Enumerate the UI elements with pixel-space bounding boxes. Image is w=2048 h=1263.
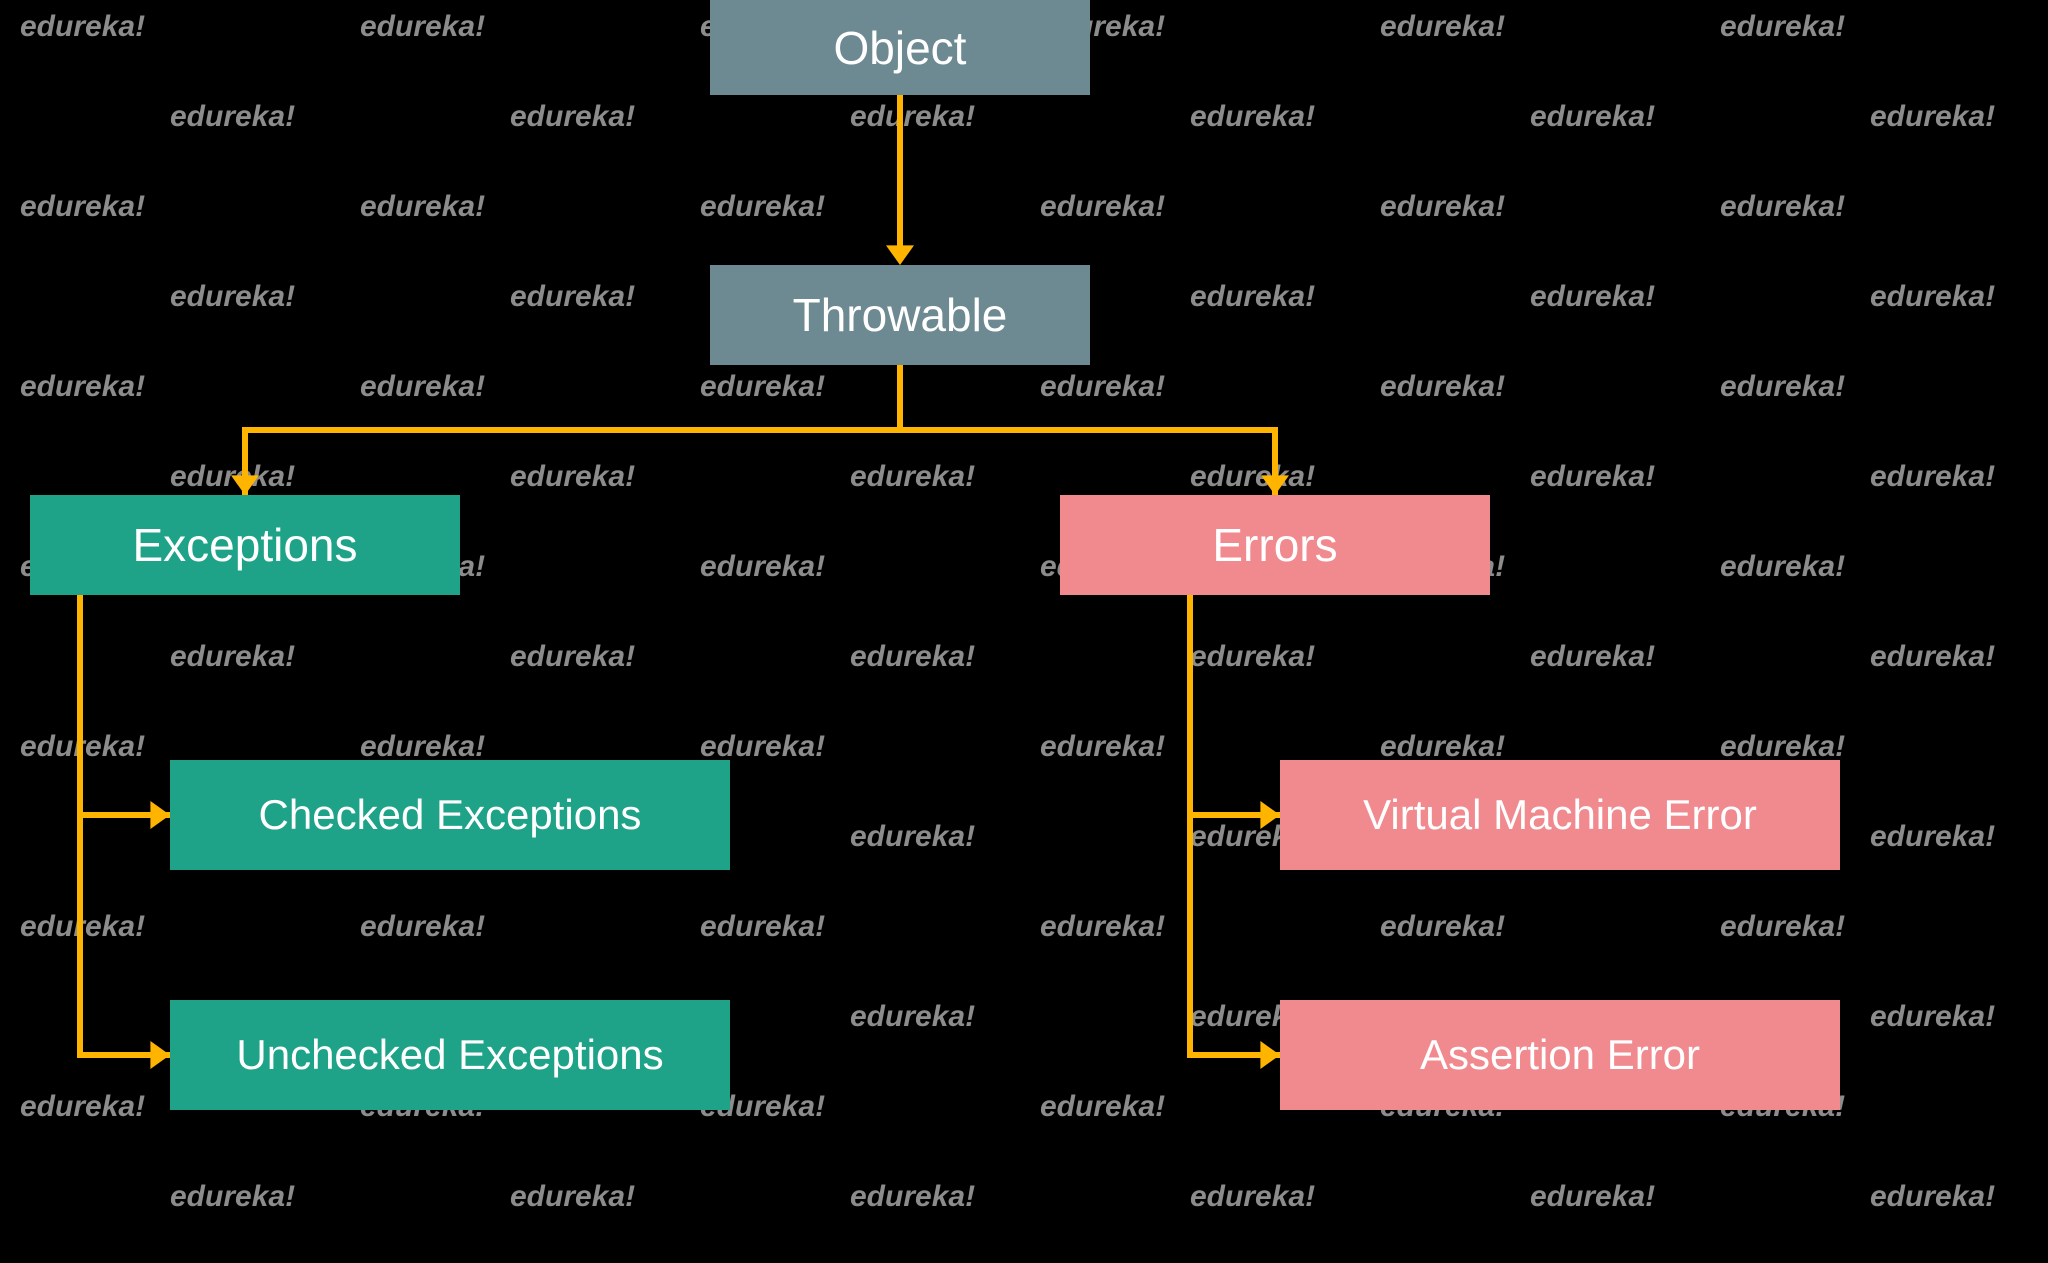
node-label: Throwable	[793, 288, 1008, 342]
node-checked-exceptions: Checked Exceptions	[170, 760, 730, 870]
node-label: Exceptions	[132, 518, 357, 572]
node-errors: Errors	[1060, 495, 1490, 595]
node-virtual-machine-error: Virtual Machine Error	[1280, 760, 1840, 870]
node-throwable: Throwable	[710, 265, 1090, 365]
node-exceptions: Exceptions	[30, 495, 460, 595]
node-unchecked-exceptions: Unchecked Exceptions	[170, 1000, 730, 1110]
node-label: Errors	[1212, 518, 1337, 572]
node-label: Checked Exceptions	[259, 791, 642, 839]
node-label: Assertion Error	[1420, 1031, 1700, 1079]
node-assertion-error: Assertion Error	[1280, 1000, 1840, 1110]
node-label: Object	[834, 21, 967, 75]
node-label: Unchecked Exceptions	[236, 1031, 663, 1079]
node-label: Virtual Machine Error	[1363, 791, 1757, 839]
node-object: Object	[710, 0, 1090, 95]
